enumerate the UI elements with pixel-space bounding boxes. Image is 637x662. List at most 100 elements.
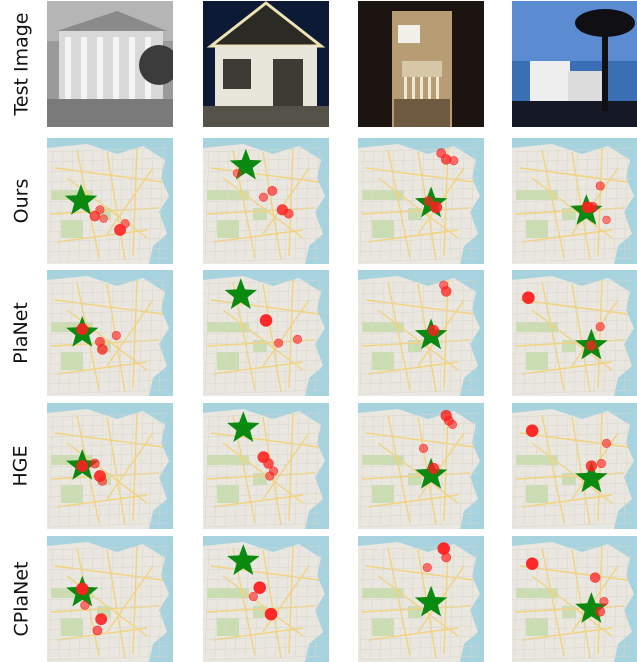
map-street	[203, 289, 324, 295]
map-street	[203, 575, 324, 581]
map-street	[358, 217, 479, 223]
map-street	[47, 512, 168, 518]
map-park	[372, 352, 394, 370]
map-road	[521, 229, 613, 243]
map-street	[583, 547, 589, 659]
map-street	[399, 149, 405, 261]
map-street	[47, 187, 168, 193]
map-street	[459, 414, 465, 526]
map-road	[387, 149, 411, 259]
map-road	[571, 565, 619, 633]
map-street	[512, 349, 633, 355]
map-street	[68, 149, 74, 261]
map-street	[47, 359, 168, 365]
map-street	[203, 147, 324, 153]
prediction-marker	[97, 476, 107, 486]
map-street	[203, 645, 324, 651]
map-street	[47, 349, 168, 355]
map-street	[47, 545, 168, 551]
map-street	[47, 645, 168, 651]
map-street	[512, 359, 633, 365]
prediction-marker	[111, 330, 121, 341]
prediction-marker	[259, 314, 273, 327]
map-street	[358, 319, 479, 325]
ground-truth-star-marker	[414, 585, 448, 617]
map-ours-1	[47, 138, 173, 264]
map-street	[203, 389, 324, 395]
map-street	[284, 414, 290, 526]
map-street	[118, 414, 124, 526]
map-svg	[47, 403, 173, 529]
map-street	[573, 281, 579, 393]
prediction-marker	[99, 214, 108, 223]
map-hge-4	[512, 403, 637, 529]
map-street	[358, 522, 479, 528]
map-svg	[203, 270, 329, 396]
map-street	[379, 547, 385, 659]
prediction-marker	[596, 458, 607, 469]
map-street	[512, 187, 633, 193]
map-street	[314, 281, 320, 393]
map-street	[543, 149, 549, 261]
map-park	[207, 322, 249, 332]
prediction-marker	[89, 458, 100, 469]
map-street	[358, 279, 479, 285]
map-street	[512, 442, 633, 448]
map-street	[47, 492, 168, 498]
map-street	[203, 605, 324, 611]
map-road	[443, 279, 449, 389]
map-street	[203, 227, 324, 233]
map-street	[47, 299, 168, 305]
prediction-marker	[76, 323, 89, 336]
map-street	[47, 207, 168, 213]
map-street	[47, 309, 168, 315]
map-street	[593, 414, 599, 526]
map-street	[512, 329, 633, 335]
map-street	[148, 149, 154, 261]
map-street	[138, 281, 144, 393]
map-street	[98, 281, 104, 393]
map-street	[158, 149, 164, 261]
map-street	[88, 281, 94, 393]
map-park	[51, 322, 93, 332]
map-street	[158, 414, 164, 526]
map-road	[132, 412, 138, 522]
map-park	[362, 322, 404, 332]
map-street	[47, 432, 168, 438]
map-road	[288, 279, 294, 389]
map-street	[47, 442, 168, 448]
map-street	[553, 149, 559, 261]
map-road	[571, 299, 619, 367]
map-street	[203, 207, 324, 213]
map-svg	[512, 536, 637, 662]
prediction-marker	[430, 201, 443, 214]
map-street	[613, 281, 619, 393]
map-street	[47, 555, 168, 561]
row-label-planet: PlaNet	[0, 270, 42, 396]
map-street	[512, 247, 633, 253]
map-street	[203, 339, 324, 345]
map-street	[203, 472, 324, 478]
map-street	[68, 281, 74, 393]
map-street	[358, 147, 479, 153]
map-park	[372, 618, 394, 636]
map-street	[108, 414, 114, 526]
prediction-marker	[589, 572, 601, 583]
map-cplanet-2	[203, 536, 329, 662]
map-road	[222, 442, 304, 504]
map-street	[203, 615, 324, 621]
map-street	[389, 414, 395, 526]
map-street	[203, 167, 324, 173]
ground-truth-star-marker	[227, 411, 260, 442]
map-street	[399, 547, 405, 659]
map-street	[358, 289, 479, 295]
map-street	[274, 149, 280, 261]
map-road	[106, 167, 154, 235]
map-street	[358, 565, 479, 571]
map-street	[314, 149, 320, 261]
map-road	[521, 627, 613, 641]
map-street	[203, 522, 324, 528]
map-street	[203, 187, 324, 193]
prediction-marker	[436, 148, 447, 159]
map-road	[222, 177, 304, 239]
